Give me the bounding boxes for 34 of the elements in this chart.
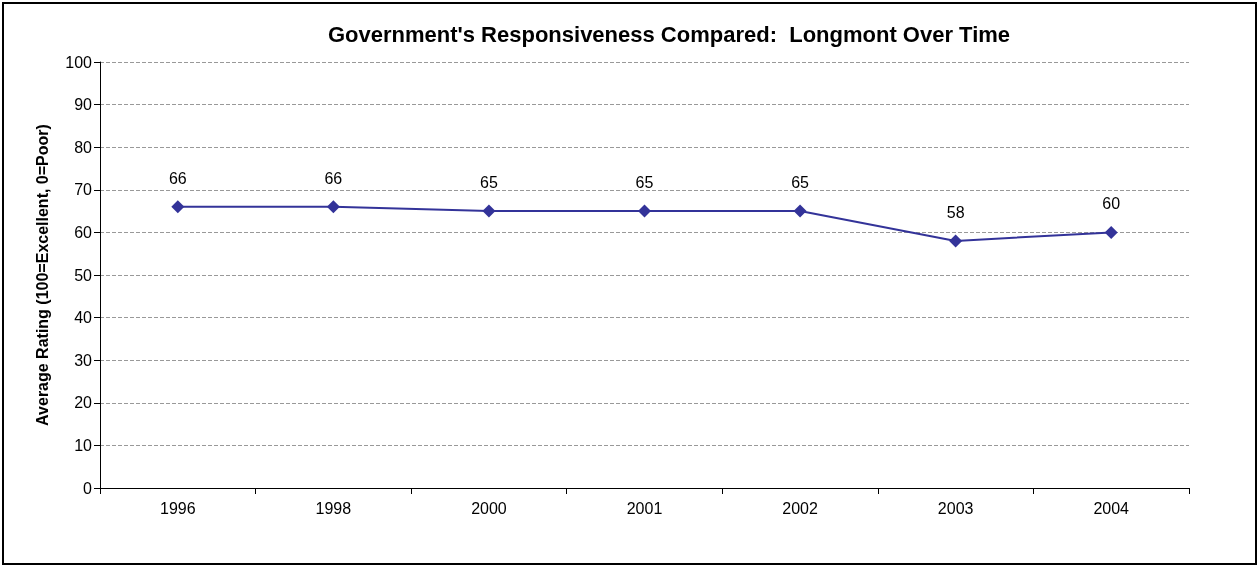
x-tick-label: 2001 (626, 499, 663, 517)
y-axis-title: Average Rating (100=Excellent, 0=Poor) (33, 124, 51, 426)
y-tick-label: 20 (74, 394, 93, 412)
x-tick-label: 2000 (471, 499, 507, 517)
y-tick-label: 10 (74, 436, 93, 454)
y-tick-label: 60 (74, 223, 93, 241)
y-tick-label: 90 (74, 96, 93, 114)
y-tick-label: 100 (65, 53, 93, 71)
data-label: 60 (1102, 195, 1121, 213)
x-tick-label: 2003 (937, 499, 974, 517)
data-label: 65 (480, 174, 498, 192)
chart-title: Government's Responsiveness Compared: Longmont Over Time (327, 21, 1011, 47)
point (949, 234, 963, 248)
data-label: 58 (946, 203, 965, 221)
data-label: 65 (791, 174, 810, 192)
point (482, 204, 496, 218)
x-tick-label: 1998 (315, 499, 352, 517)
data-label: 66 (324, 169, 343, 187)
y-tick-label: 80 (74, 138, 93, 156)
x-tick-label: 1996 (159, 499, 196, 517)
point (638, 204, 651, 218)
x-tick-label: 2002 (782, 499, 818, 517)
y-tick-label: 70 (74, 181, 93, 199)
point (1104, 225, 1118, 239)
point (171, 200, 185, 214)
point (793, 204, 807, 218)
y-tick-label: 40 (74, 309, 93, 327)
y-tick-label: 0 (83, 479, 93, 497)
y-tick-label: 50 (74, 266, 93, 284)
y-tick-label: 30 (74, 351, 93, 369)
data-label: 66 (168, 169, 187, 187)
data-label: 65 (635, 174, 654, 192)
x-tick-label: 2004 (1093, 499, 1130, 517)
point (326, 200, 340, 214)
